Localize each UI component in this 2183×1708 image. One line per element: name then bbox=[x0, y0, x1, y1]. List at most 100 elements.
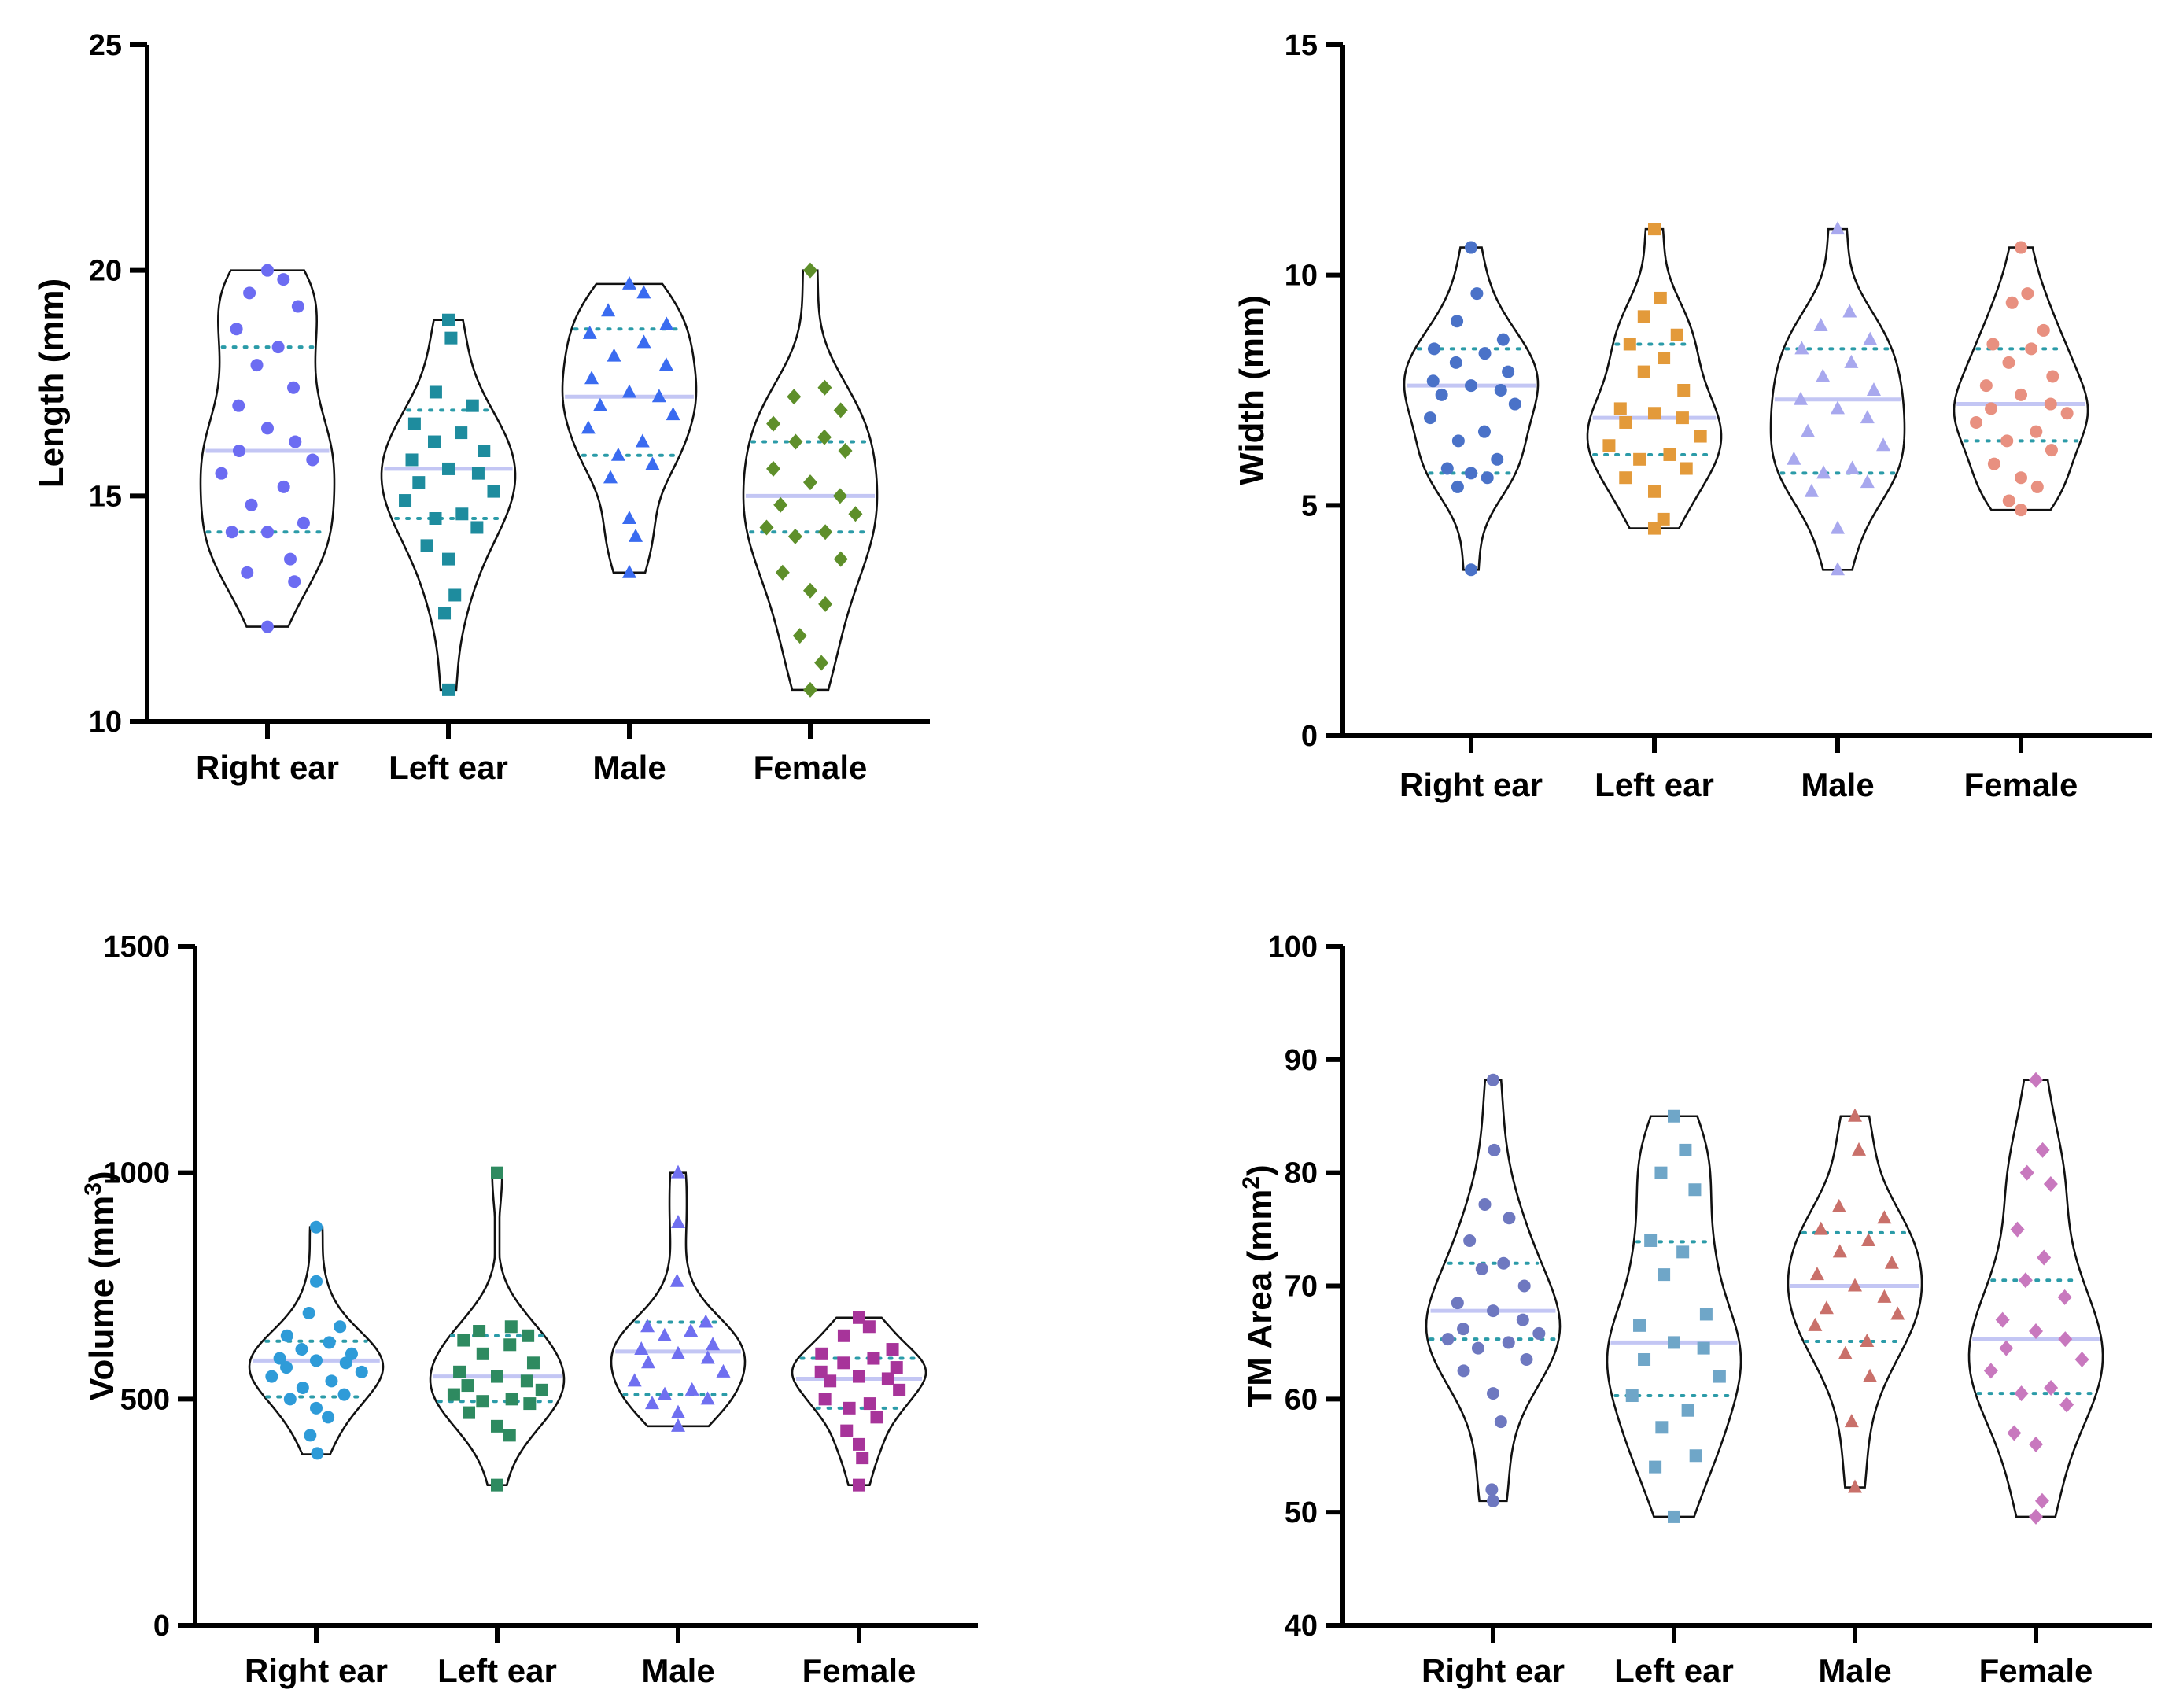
data-point bbox=[1699, 1308, 1713, 1321]
data-point bbox=[1808, 1317, 1823, 1331]
x-category-label: Female bbox=[802, 1652, 916, 1689]
data-point bbox=[1440, 462, 1454, 475]
data-point bbox=[265, 1370, 278, 1383]
data-point bbox=[1477, 425, 1491, 438]
data-point bbox=[684, 1323, 699, 1337]
data-point bbox=[1877, 1210, 1892, 1224]
data-point bbox=[848, 506, 863, 522]
data-point bbox=[803, 681, 817, 698]
data-point bbox=[1863, 331, 1878, 345]
data-point bbox=[1845, 460, 1860, 474]
data-point bbox=[843, 1401, 856, 1415]
data-point bbox=[478, 445, 491, 457]
data-point bbox=[601, 303, 616, 317]
data-point bbox=[283, 1393, 297, 1406]
data-point bbox=[863, 1397, 876, 1411]
y-tick-label: 70 bbox=[1285, 1271, 1318, 1304]
data-point bbox=[1424, 411, 1437, 425]
data-point bbox=[1801, 423, 1816, 437]
data-point bbox=[1648, 522, 1661, 535]
data-point bbox=[310, 1220, 323, 1234]
y-tick-label: 40 bbox=[1285, 1610, 1318, 1643]
y-tick-label: 0 bbox=[1301, 720, 1318, 753]
data-point bbox=[250, 359, 264, 372]
data-point bbox=[1713, 1370, 1726, 1383]
data-point bbox=[280, 1329, 293, 1342]
panel-width: 0 5 10 15 Width (mm) Right ear Left ear Male Fem… bbox=[1233, 29, 2152, 803]
y-axis-title-text: TM Area (mm bbox=[1241, 1190, 1279, 1407]
data-point bbox=[1860, 410, 1875, 424]
data-point bbox=[658, 357, 673, 371]
data-point bbox=[2029, 1436, 2043, 1452]
panel-tm-area: 40 50 60 70 80 90 100 TM Area (mm2) Right ear Lef… bbox=[1238, 931, 2152, 1689]
data-point bbox=[1516, 1313, 1529, 1326]
data-point bbox=[2060, 407, 2074, 420]
data-point bbox=[427, 435, 441, 448]
data-point bbox=[2030, 425, 2043, 438]
y-tick-label: 15 bbox=[89, 480, 122, 513]
data-point bbox=[607, 348, 621, 362]
data-point bbox=[444, 331, 458, 345]
data-point bbox=[1816, 368, 1831, 382]
data-point bbox=[289, 435, 302, 448]
data-point bbox=[803, 582, 817, 599]
data-point bbox=[448, 588, 462, 602]
data-point bbox=[766, 415, 781, 432]
data-point bbox=[584, 371, 599, 385]
data-point bbox=[610, 447, 625, 461]
violin-outline bbox=[429, 1171, 566, 1486]
data-point bbox=[407, 417, 421, 430]
data-point bbox=[671, 1164, 685, 1179]
data-point bbox=[1680, 462, 1693, 475]
data-point bbox=[1451, 434, 1465, 448]
data-point bbox=[645, 456, 660, 470]
x-category-label: Male bbox=[641, 1652, 714, 1689]
data-point bbox=[1637, 310, 1650, 323]
data-point bbox=[1816, 465, 1831, 479]
data-point bbox=[491, 1478, 503, 1492]
data-point bbox=[853, 1311, 865, 1324]
data-point bbox=[1866, 382, 1881, 396]
data-point bbox=[2046, 370, 2059, 383]
data-point bbox=[491, 1370, 503, 1383]
data-point bbox=[2015, 504, 2027, 517]
data-point bbox=[1619, 471, 1632, 485]
violin-outline bbox=[1586, 227, 1723, 529]
data-point bbox=[1428, 342, 1441, 356]
data-point bbox=[1877, 1289, 1892, 1303]
data-point bbox=[455, 507, 469, 521]
data-point bbox=[339, 1356, 352, 1370]
y-axis-title-text: Volume (mm bbox=[83, 1196, 121, 1401]
y-axis-title: Length (mm) bbox=[32, 279, 71, 488]
data-point bbox=[1787, 451, 1801, 465]
data-point bbox=[659, 316, 674, 330]
data-point bbox=[1697, 1341, 1710, 1355]
data-point bbox=[457, 1334, 470, 1347]
data-point bbox=[505, 1393, 518, 1406]
data-point bbox=[1494, 384, 1507, 397]
data-point bbox=[1649, 1460, 1662, 1474]
data-point bbox=[817, 429, 832, 445]
data-point bbox=[684, 1382, 699, 1396]
data-point bbox=[1497, 1256, 1510, 1270]
panel-volume: 0 500 1000 1500 Volume (mm3) Right ear Left ea… bbox=[80, 931, 978, 1689]
data-point bbox=[297, 516, 310, 529]
data-point bbox=[759, 519, 774, 536]
data-point bbox=[284, 552, 297, 566]
data-point bbox=[453, 1365, 466, 1378]
data-point bbox=[280, 1361, 293, 1374]
data-point bbox=[1644, 1234, 1658, 1247]
data-point bbox=[838, 443, 853, 459]
data-point bbox=[473, 1325, 486, 1338]
data-point bbox=[461, 1379, 474, 1393]
data-point bbox=[1890, 1306, 1905, 1320]
data-point bbox=[622, 564, 636, 578]
data-point bbox=[535, 1383, 548, 1396]
data-point bbox=[666, 407, 680, 421]
data-point bbox=[2002, 494, 2015, 507]
data-point bbox=[1844, 354, 1859, 368]
data-point bbox=[2059, 1396, 2074, 1413]
data-point bbox=[1496, 333, 1510, 346]
data-point bbox=[1532, 1326, 1546, 1340]
